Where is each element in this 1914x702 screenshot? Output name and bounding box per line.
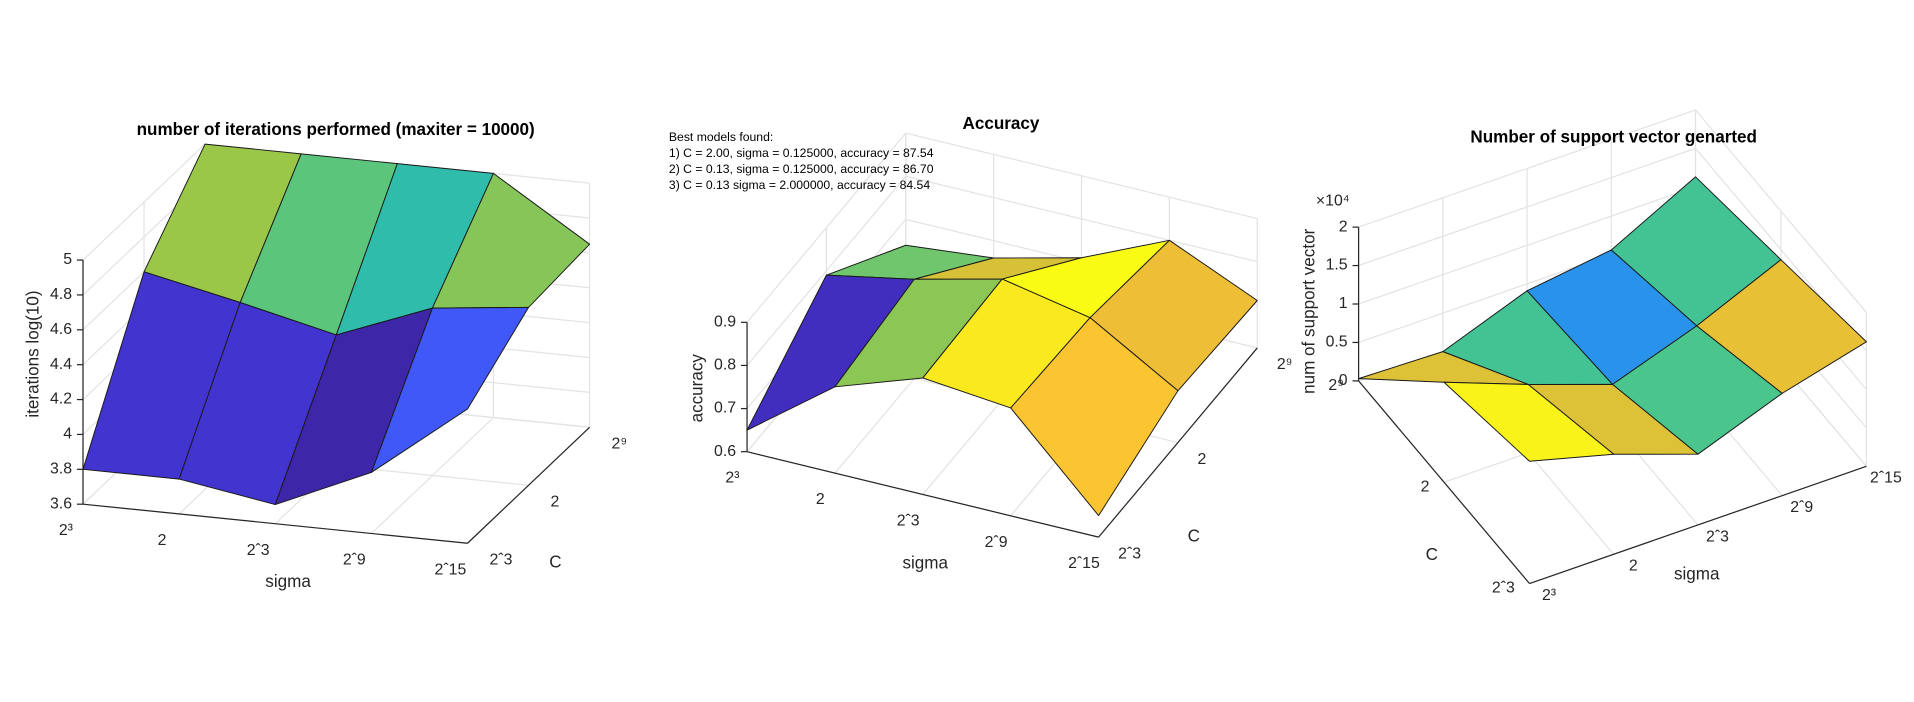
- grid-line: [1358, 186, 1696, 305]
- annotation: 3) C = 0.13 sigma = 2.000000, accuracy =…: [669, 178, 930, 192]
- x-tick-label: 2ˆ3: [1706, 528, 1729, 545]
- z-tick-label: 4.6: [50, 321, 72, 338]
- chart-title: number of iterations performed (maxiter …: [137, 120, 535, 139]
- z-tick-label: 0.6: [714, 443, 736, 460]
- y-tick-label: 2ˆ3: [489, 552, 512, 569]
- surface-face: [1010, 317, 1179, 517]
- grid-line: [1695, 109, 1867, 313]
- grid-line: [1358, 147, 1696, 267]
- plots: 2³ 2 2ˆ3 2ˆ9 2ˆ15 2ˆ3 2 2⁹ 3.6 3.8 4 4.2 4.4 4.6 4.8 5 2…: [50, 109, 1902, 604]
- grid-line: [1358, 109, 1696, 228]
- z-tick-label: 1.5: [1326, 257, 1348, 274]
- y-axis: [1358, 380, 1530, 584]
- surface-face: [1443, 381, 1615, 462]
- x-tick-label: 2³: [59, 522, 73, 539]
- z-tick-label: 0.7: [714, 400, 736, 417]
- x-tick-label: 2: [158, 532, 167, 549]
- z-tick-label: 4.2: [50, 391, 72, 408]
- z-tick-label: 5: [63, 251, 72, 268]
- x-tick-label: 2ˆ9: [985, 534, 1008, 551]
- x-tick-label: 2³: [725, 470, 739, 487]
- grid-line: [905, 132, 1258, 220]
- x-tick-label: 2ˆ9: [343, 552, 366, 569]
- z-axis-label: num of support vector: [1299, 228, 1318, 393]
- annotation: Best models found:: [669, 130, 773, 144]
- x-tick-label: 2ˆ3: [897, 512, 920, 529]
- y-tick-label: 2: [551, 494, 560, 511]
- z-tick-label: 3.8: [50, 461, 72, 478]
- chart-title: Number of support vector genarted: [1470, 128, 1757, 147]
- grid-line: [746, 132, 907, 323]
- z-tick-label: 4.4: [50, 356, 72, 373]
- x-tick-label: 2: [816, 491, 825, 508]
- x-tick-label: 2ˆ9: [1790, 499, 1813, 516]
- x-axis-label: sigma: [265, 572, 311, 591]
- x-axis-label: sigma: [902, 554, 948, 573]
- y-tick-label: 2: [1421, 478, 1430, 495]
- x-tick-label: 2: [1629, 558, 1638, 575]
- x-tick-label: 2³: [1542, 587, 1556, 604]
- annotation: 1) C = 2.00, sigma = 0.125000, accuracy …: [669, 146, 934, 160]
- y-tick-label: 2ˆ3: [1118, 545, 1141, 562]
- x-tick-label: 2ˆ3: [247, 542, 270, 559]
- x-tick-label: 2ˆ15: [1068, 555, 1100, 572]
- z-tick-label: 0.9: [714, 314, 736, 331]
- z-tick-label: 2: [1339, 218, 1348, 235]
- z-axis-label: accuracy: [688, 354, 707, 423]
- chart-title: Accuracy: [962, 114, 1039, 133]
- z-tick-label: 0.5: [1326, 334, 1348, 351]
- y-tick-label: 2⁹: [1277, 356, 1293, 373]
- z-tick-label: 0: [1339, 372, 1348, 389]
- z-exponent: ×10⁴: [1316, 193, 1350, 210]
- x-axis-label: sigma: [1674, 565, 1720, 584]
- y-axis-label: C: [1188, 527, 1200, 546]
- x-axis: [1529, 465, 1867, 585]
- x-tick-label: 2ˆ15: [1870, 470, 1902, 487]
- z-tick-label: 4.8: [50, 286, 72, 303]
- grid-line: [746, 175, 907, 366]
- y-tick-label: 2⁹: [612, 436, 628, 453]
- x-axis: [746, 451, 1099, 538]
- z-tick-label: 4: [63, 426, 72, 443]
- z-tick-label: 1: [1339, 295, 1348, 312]
- annotation: 2) C = 0.13, sigma = 0.125000, accuracy …: [669, 162, 934, 176]
- grid-line: [905, 175, 1258, 263]
- z-tick-label: 0.8: [714, 357, 736, 374]
- y-tick-label: 2: [1197, 451, 1206, 468]
- y-axis-label: C: [1426, 545, 1438, 564]
- z-tick-label: 3.6: [50, 495, 72, 512]
- y-axis-label: C: [549, 552, 561, 571]
- y-tick-label: 2⁹: [1328, 377, 1344, 394]
- y-tick-label: 2ˆ3: [1492, 580, 1515, 597]
- x-tick-label: 2ˆ15: [435, 561, 467, 578]
- y-axis: [467, 426, 591, 544]
- x-axis: [82, 503, 468, 544]
- z-axis-label: iterations log(10): [24, 290, 43, 417]
- surface-face: [370, 306, 530, 473]
- grid-line: [82, 143, 206, 261]
- y-axis: [1098, 347, 1258, 538]
